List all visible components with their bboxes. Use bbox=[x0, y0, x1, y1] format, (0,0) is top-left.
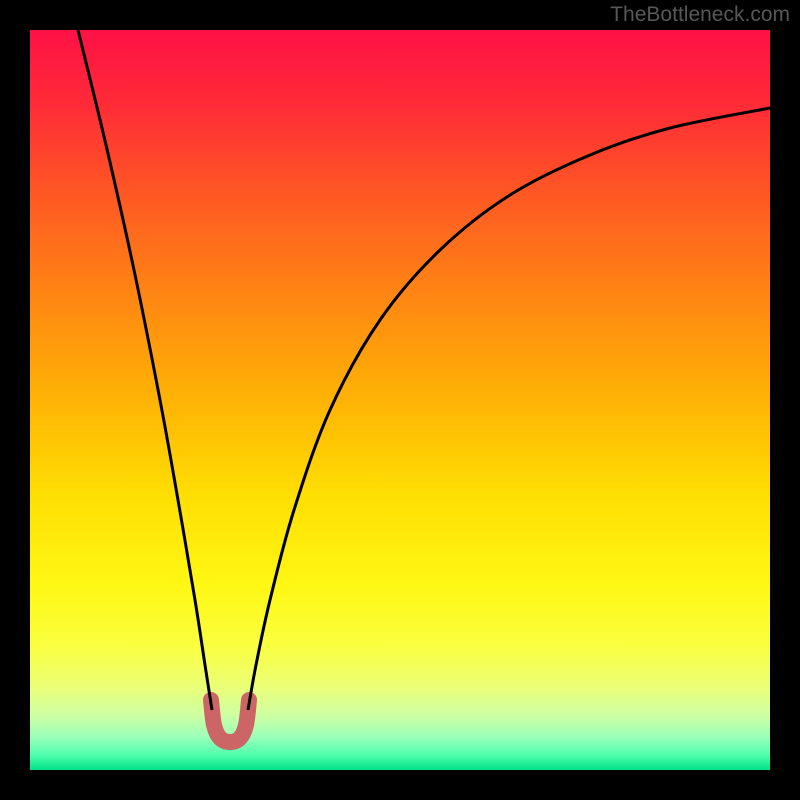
plot-background bbox=[30, 30, 770, 770]
stage: TheBottleneck.com bbox=[0, 0, 800, 800]
watermark-text: TheBottleneck.com bbox=[610, 3, 790, 27]
chart-svg bbox=[0, 0, 800, 800]
